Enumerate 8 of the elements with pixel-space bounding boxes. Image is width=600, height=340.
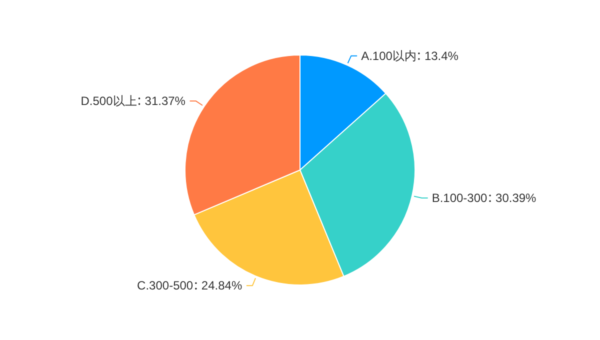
slice-label: C.300-500 [137,278,194,293]
slice-label: B.100-300 [432,190,488,205]
slice-label: A.100以内 [361,48,416,63]
data-label: 13.4% [424,48,459,63]
data-label: 24.84% [201,278,242,293]
data-label: 31.37% [144,94,186,108]
slice-label: D.500以上 [80,94,137,108]
data-label: 30.39% [496,190,537,205]
